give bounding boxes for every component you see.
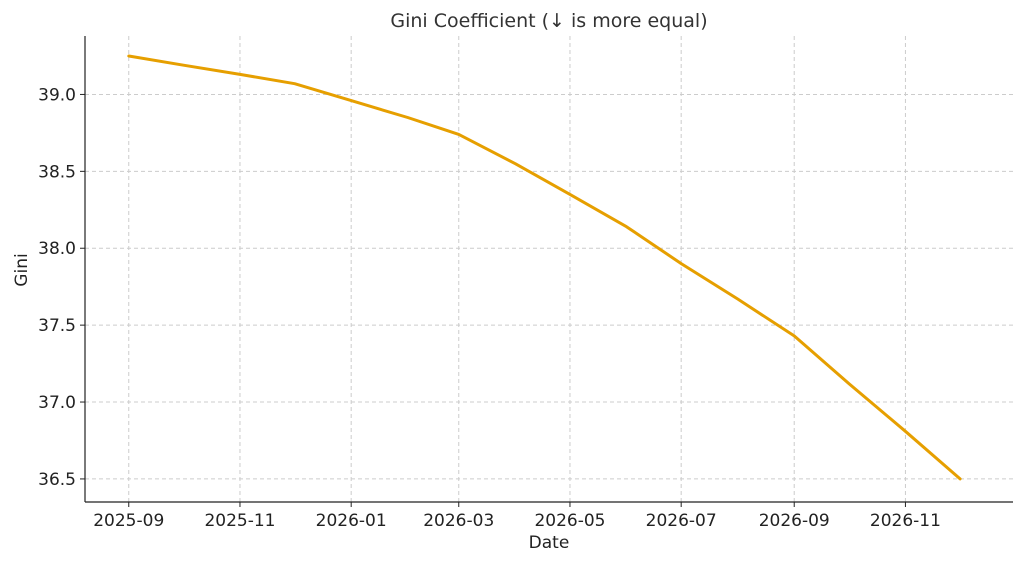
y-tick-label: 37.5 [38, 316, 76, 336]
grid-layer [85, 36, 1013, 502]
chart-title: Gini Coefficient (↓ is more equal) [390, 10, 707, 32]
x-tick-label: 2026-01 [316, 511, 387, 531]
x-tick-label: 2026-07 [646, 511, 717, 531]
ticks-layer: 2025-09 2025-11 2026-01 2026-03 2026-05 2026-… [38, 85, 941, 531]
y-tick-label: 39.0 [38, 85, 76, 105]
y-tick-label: 36.5 [38, 470, 76, 490]
y-tick-label: 38.5 [38, 162, 76, 182]
axes-layer [84, 36, 1013, 503]
x-tick-label: 2025-11 [204, 511, 275, 531]
series-line [127, 54, 962, 481]
series-layer [127, 54, 962, 481]
x-tick-label: 2026-05 [534, 511, 605, 531]
y-axis-label: Gini [12, 253, 32, 286]
y-tick-label: 38.0 [38, 239, 76, 259]
y-tick-label: 37.0 [38, 393, 76, 413]
x-tick-label: 2025-09 [93, 511, 164, 531]
x-tick-label: 2026-03 [423, 511, 494, 531]
x-tick-label: 2026-11 [870, 511, 941, 531]
x-tick-label: 2026-09 [759, 511, 830, 531]
x-axis-label: Date [529, 533, 570, 553]
